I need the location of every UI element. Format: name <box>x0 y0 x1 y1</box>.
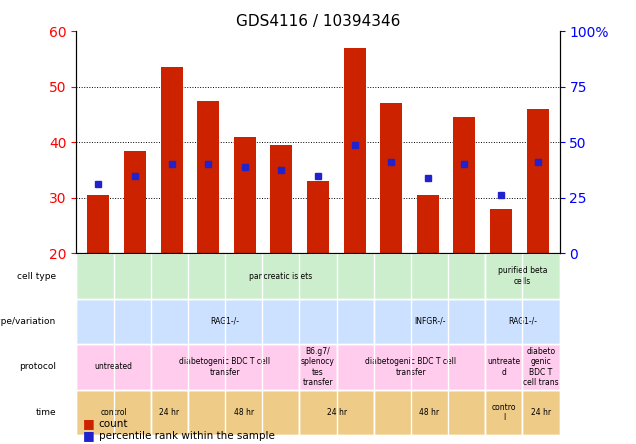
Bar <box>87 195 109 253</box>
Text: 48 hr: 48 hr <box>420 408 439 417</box>
Bar <box>160 67 183 253</box>
FancyBboxPatch shape <box>523 344 560 390</box>
FancyBboxPatch shape <box>485 253 560 299</box>
FancyBboxPatch shape <box>188 390 300 435</box>
Text: time: time <box>35 408 56 417</box>
FancyBboxPatch shape <box>374 299 485 344</box>
Text: B6.g7/
splenocy
tes
transfer: B6.g7/ splenocy tes transfer <box>301 347 335 387</box>
Bar <box>270 145 293 253</box>
FancyBboxPatch shape <box>485 299 560 344</box>
Text: 24 hr: 24 hr <box>326 408 347 417</box>
Bar <box>490 209 512 253</box>
Text: INFGR-/-: INFGR-/- <box>414 317 445 326</box>
Bar <box>234 137 256 253</box>
Text: untreate
d: untreate d <box>487 357 520 377</box>
Text: genotype/variation: genotype/variation <box>0 317 56 326</box>
FancyBboxPatch shape <box>336 344 485 390</box>
Text: control: control <box>100 408 127 417</box>
Text: 24 hr: 24 hr <box>531 408 551 417</box>
Text: count: count <box>99 419 128 429</box>
Bar <box>343 48 366 253</box>
FancyBboxPatch shape <box>374 390 485 435</box>
Text: purified beta
cells: purified beta cells <box>498 266 547 286</box>
Text: untreated: untreated <box>95 362 132 372</box>
Bar <box>380 103 402 253</box>
Text: RAG1-/-: RAG1-/- <box>211 317 240 326</box>
FancyBboxPatch shape <box>76 344 151 390</box>
FancyBboxPatch shape <box>76 390 151 435</box>
Bar <box>527 109 549 253</box>
Title: GDS4116 / 10394346: GDS4116 / 10394346 <box>236 13 400 28</box>
Text: RAG1-/-: RAG1-/- <box>508 317 537 326</box>
Text: cell type: cell type <box>17 272 56 281</box>
Bar <box>197 100 219 253</box>
FancyBboxPatch shape <box>485 344 523 390</box>
Bar <box>453 117 476 253</box>
Text: diabeto
genic
BDC T
cell trans: diabeto genic BDC T cell trans <box>523 347 559 387</box>
Text: diabetogenic BDC T cell
transfer: diabetogenic BDC T cell transfer <box>179 357 270 377</box>
FancyBboxPatch shape <box>523 390 560 435</box>
Text: percentile rank within the sample: percentile rank within the sample <box>99 431 275 441</box>
Text: diabetogenic BDC T cell
transfer: diabetogenic BDC T cell transfer <box>366 357 457 377</box>
Bar <box>124 151 146 253</box>
Text: 48 hr: 48 hr <box>233 408 254 417</box>
FancyBboxPatch shape <box>300 344 336 390</box>
Text: 24 hr: 24 hr <box>159 408 179 417</box>
FancyBboxPatch shape <box>76 299 374 344</box>
FancyBboxPatch shape <box>151 390 188 435</box>
FancyBboxPatch shape <box>151 344 300 390</box>
Bar <box>307 181 329 253</box>
Text: contro
l: contro l <box>492 403 516 422</box>
Bar <box>417 195 439 253</box>
Text: ■: ■ <box>83 417 94 431</box>
Text: protocol: protocol <box>19 362 56 372</box>
Text: pancreatic islets: pancreatic islets <box>249 272 312 281</box>
Text: ■: ■ <box>83 429 94 443</box>
FancyBboxPatch shape <box>485 390 523 435</box>
FancyBboxPatch shape <box>300 390 374 435</box>
FancyBboxPatch shape <box>76 253 485 299</box>
